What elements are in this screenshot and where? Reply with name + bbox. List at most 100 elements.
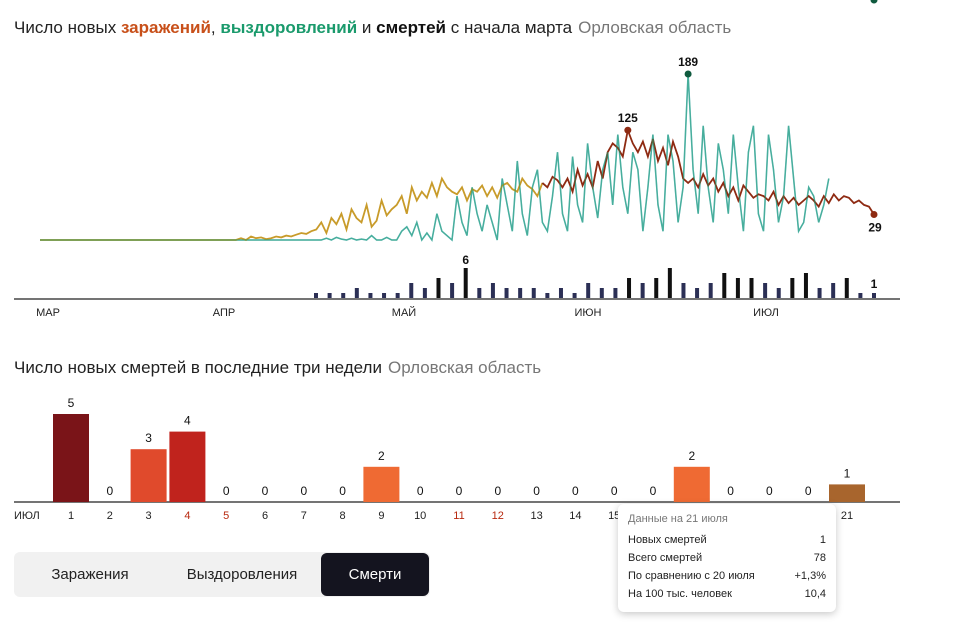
x-tick-label: ИЮН — [575, 307, 602, 319]
x-tick-label: 4 — [184, 510, 190, 522]
death-bar — [518, 288, 523, 298]
death-bar — [749, 278, 754, 298]
bar-value-label: 0 — [223, 484, 230, 498]
death-bar — [640, 283, 645, 298]
death-bar — [368, 293, 373, 298]
bar-value-label: 2 — [688, 449, 695, 463]
death-bar — [409, 283, 414, 298]
x-tick-label: МАЙ — [392, 306, 416, 319]
bar-chart-three-weeks[interactable]: ИЮЛ5102334405060708290100110120130140150… — [0, 0, 960, 540]
death-bar — [722, 273, 727, 298]
bar-value-label: 0 — [533, 484, 540, 498]
recoveries-last-label: 70 — [867, 0, 881, 3]
title-deaths: смертей — [376, 18, 447, 37]
tab-recoveries[interactable]: Выздоровления — [186, 566, 298, 583]
death-last-label: 1 — [871, 277, 878, 291]
death-day-bar — [829, 484, 865, 502]
title-infections: заражений — [120, 18, 211, 37]
chart2-title: Число новых смертей в последние три неде… — [14, 358, 541, 378]
death-bar — [477, 288, 482, 298]
title-recoveries: выздоровлений — [220, 18, 358, 37]
bar-value-label: 5 — [68, 396, 75, 410]
x-tick-label: 7 — [301, 510, 307, 522]
tooltip-row: Всего смертей 78 — [628, 552, 826, 564]
death-bar — [531, 288, 536, 298]
death-bar — [627, 278, 632, 298]
death-day-bar — [53, 414, 89, 502]
bar-value-label: 3 — [145, 431, 152, 445]
chart1-title: Число новых заражений, выздоровлений и с… — [14, 18, 732, 37]
death-bar — [572, 293, 577, 298]
death-bar — [341, 293, 346, 298]
chart2-title-text: Число новых смертей в последние три неде… — [14, 358, 382, 377]
bar-value-label: 1 — [844, 466, 851, 480]
death-bar — [545, 293, 550, 298]
x-tick-label: 13 — [530, 510, 542, 522]
death-bar — [803, 273, 808, 298]
x-tick-label: 14 — [569, 510, 581, 522]
death-bar — [831, 283, 836, 298]
x-tick-label: 5 — [223, 510, 229, 522]
bar-value-label: 0 — [456, 484, 463, 498]
x-tick-label: 11 — [453, 510, 464, 522]
death-bar — [504, 288, 509, 298]
bar-value-label: 0 — [300, 484, 307, 498]
death-bar — [314, 293, 318, 298]
death-bar — [613, 288, 618, 298]
bar-value-label: 0 — [572, 484, 579, 498]
x-tick-label: 21 — [841, 510, 853, 522]
death-peak-label: 6 — [462, 253, 469, 267]
bar-value-label: 0 — [650, 484, 657, 498]
death-bar — [558, 288, 563, 298]
tab-deaths[interactable]: Смерти — [321, 553, 429, 596]
death-bar — [586, 283, 591, 298]
death-bar — [844, 278, 849, 298]
death-bar — [790, 278, 795, 298]
chart2-region: Орловская область — [387, 358, 542, 377]
death-bar — [654, 278, 659, 298]
death-bar — [695, 288, 700, 298]
x-tick-label: 10 — [414, 510, 426, 522]
death-bar — [450, 283, 455, 298]
infections-last-dot — [870, 211, 878, 219]
bar-value-label: 0 — [339, 484, 346, 498]
bar-value-label: 0 — [766, 484, 773, 498]
tooltip-row: На 100 тыс. человек 10,4 — [628, 588, 826, 600]
death-bar — [436, 278, 441, 298]
bar-value-label: 0 — [611, 484, 618, 498]
bar-value-label: 0 — [727, 484, 734, 498]
death-bar — [463, 268, 468, 298]
death-day-bar — [363, 466, 400, 502]
x-tick-label: 2 — [107, 510, 113, 522]
chart1-region: Орловская область — [578, 18, 732, 37]
recoveries-peak-label: 189 — [678, 55, 698, 69]
death-bar — [708, 283, 713, 298]
death-bar — [872, 293, 876, 298]
x-tick-label: 1 — [68, 510, 74, 522]
metric-tabs: Заражения Выздоровления Смерти — [14, 552, 430, 597]
tooltip-header: Данные на 21 июля — [628, 513, 728, 525]
death-bar — [776, 288, 781, 298]
bar-value-label: 4 — [184, 414, 191, 428]
bar-value-label: 0 — [106, 484, 113, 498]
tooltip-row: Новых смертей 1 — [628, 534, 826, 546]
recoveries-line-dark — [40, 73, 830, 242]
bar-value-label: 0 — [417, 484, 424, 498]
infections-last-label: 29 — [868, 221, 882, 235]
death-bar — [667, 268, 672, 298]
death-day-bar — [130, 449, 167, 502]
bar-value-label: 2 — [378, 449, 385, 463]
bar-value-label: 0 — [805, 484, 812, 498]
bar-value-label: 0 — [262, 484, 269, 498]
x-tick-label: 3 — [146, 510, 152, 522]
death-bar — [681, 283, 686, 298]
death-bar — [599, 288, 604, 298]
x-tick-label: 12 — [492, 510, 504, 522]
death-bar — [490, 283, 495, 298]
line-chart-since-march[interactable]: 125 189 70 29 6 1 МАР АПР МАЙ ИЮН ИЮЛ — [0, 0, 960, 330]
data-tooltip: Данные на 21 июля Новых смертей 1 Всего с… — [618, 504, 836, 612]
tooltip-row: По сравнению с 20 июля +1,3% — [628, 570, 826, 582]
death-bar — [858, 293, 863, 298]
x-tick-label: МАР — [36, 307, 60, 319]
tab-infections[interactable]: Заражения — [51, 566, 129, 583]
